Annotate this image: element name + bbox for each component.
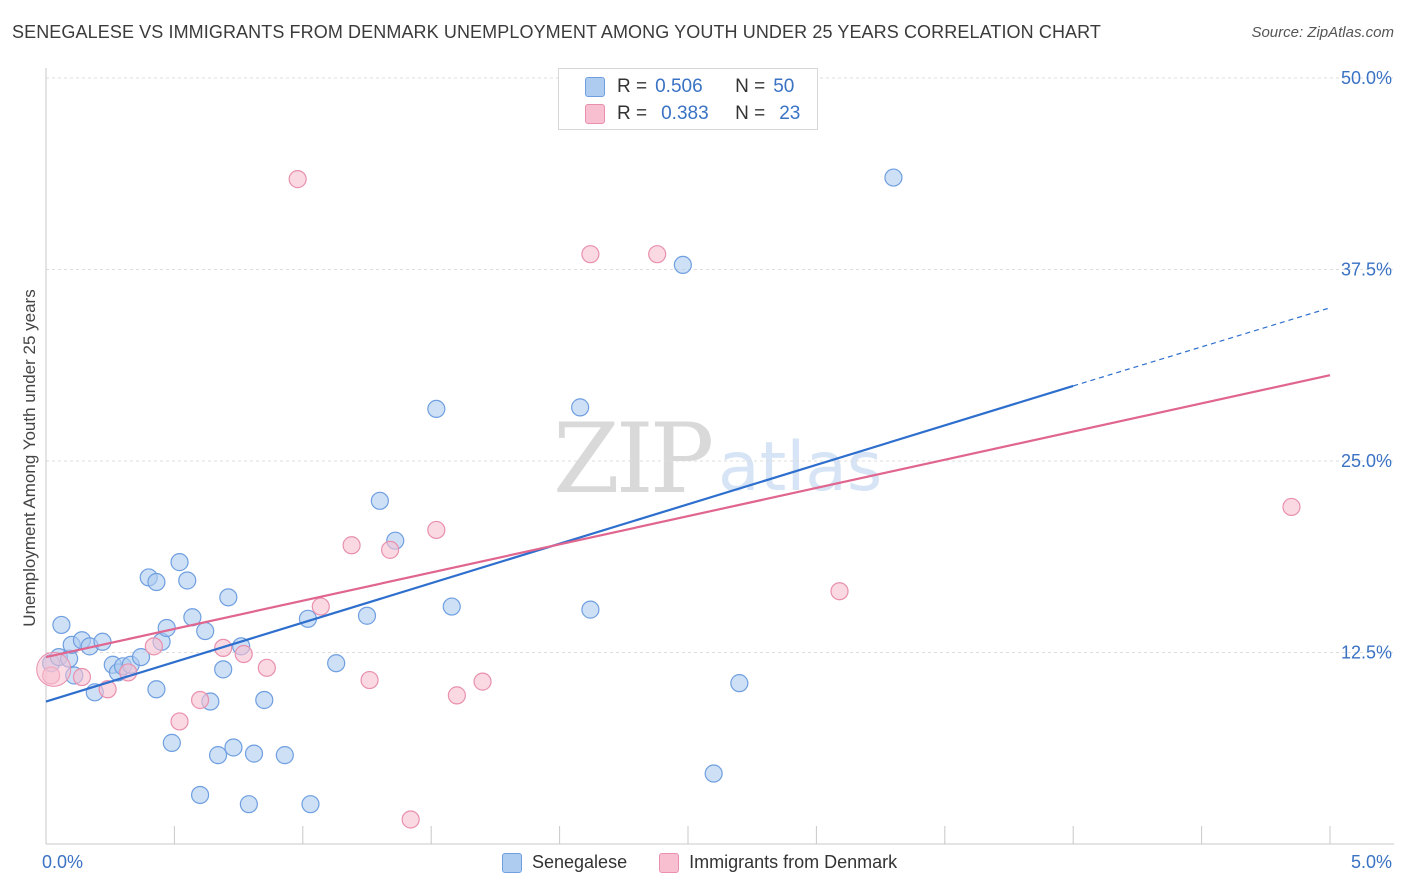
denmark-point <box>427 520 446 540</box>
senegalese-point <box>427 399 446 419</box>
y-tick-label: 12.5% <box>1341 643 1392 663</box>
series1-swatch <box>585 77 605 97</box>
legend-label-denmark: Immigrants from Denmark <box>689 852 898 872</box>
denmark-point <box>342 536 361 555</box>
legend-item-denmark: Immigrants from Denmark <box>659 852 897 873</box>
senegalese-point <box>157 618 176 638</box>
senegalese-point <box>131 647 151 667</box>
r-value: 0.383 <box>661 103 709 124</box>
legend-label-senegalese: Senegalese <box>532 852 628 872</box>
watermark-zip: ZIP <box>553 403 712 515</box>
series2-swatch <box>585 104 605 124</box>
denmark-point <box>360 670 379 690</box>
r-label: R = <box>617 76 648 97</box>
denmark-point <box>381 540 400 559</box>
legend-item-senegalese: Senegalese <box>502 852 627 873</box>
senegalese-point <box>208 746 228 765</box>
denmark-point <box>581 245 600 264</box>
senegalese-point <box>730 674 749 693</box>
senegalese-point <box>704 764 723 783</box>
correlation-legend: R = 0.506 N = 50 R = 0.383 N = 23 <box>558 68 818 130</box>
denmark-point <box>72 667 92 687</box>
senegalese-point <box>884 168 903 187</box>
denmark-point <box>648 245 667 264</box>
senegalese-point <box>442 597 461 616</box>
series2-swatch <box>659 852 680 873</box>
denmark-point <box>257 658 276 677</box>
senegalese-point <box>219 588 238 607</box>
y-tick-label: 25.0% <box>1341 451 1392 471</box>
denmark-point <box>144 637 163 656</box>
senegalese-point <box>196 621 215 641</box>
senegalese-point <box>190 785 210 805</box>
source-credit: Source: ZipAtlas.com <box>1251 24 1394 41</box>
senegalese-point <box>673 255 692 275</box>
denmark-point <box>311 597 330 616</box>
senegalese-point <box>52 615 71 635</box>
senegalese-trend-extension <box>1073 307 1331 387</box>
denmark-point <box>830 582 849 601</box>
series-legend: Senegalese Immigrants from Denmark <box>502 852 929 873</box>
senegalese-point <box>147 680 166 699</box>
denmark-point <box>170 712 189 731</box>
denmark-point <box>1282 497 1301 517</box>
senegalese-point <box>239 795 258 814</box>
chart-title: SENEGALESE VS IMMIGRANTS FROM DENMARK UN… <box>12 22 1102 42</box>
r-label: R = <box>617 103 648 124</box>
n-label: N = <box>735 103 766 124</box>
r-value: 0.506 <box>655 76 703 97</box>
n-label: N = <box>735 76 766 97</box>
denmark-point <box>401 810 420 829</box>
legend-row-denmark: R = 0.383 N = 23 <box>585 102 800 126</box>
denmark-point-large <box>36 651 72 687</box>
y-tick-label: 50.0% <box>1341 68 1392 88</box>
senegalese-point <box>327 654 346 673</box>
y-tick-label: 37.5% <box>1341 260 1392 280</box>
senegalese-point <box>224 738 243 757</box>
y-axis-label: Unemployment Among Youth under 25 years <box>20 289 39 627</box>
senegalese-point <box>244 744 264 763</box>
senegalese-point <box>301 795 320 814</box>
senegalese-point <box>370 491 389 510</box>
watermark-atlas: atlas <box>718 428 882 507</box>
n-value: 50 <box>773 76 795 97</box>
denmark-point <box>234 644 253 664</box>
senegalese-point <box>571 398 590 417</box>
denmark-point <box>288 170 307 189</box>
denmark-trend-line <box>45 374 1331 659</box>
senegalese-point <box>170 553 189 572</box>
senegalese-point <box>357 606 377 625</box>
senegalese-point <box>581 600 600 619</box>
senegalese-point <box>93 632 112 651</box>
denmark-point <box>447 686 466 705</box>
series1-swatch <box>502 852 522 873</box>
denmark-point <box>190 690 210 710</box>
legend-row-senegalese: R = 0.506 N = 50 <box>585 75 794 99</box>
senegalese-point <box>162 733 181 752</box>
x-tick-label-max: 5.0% <box>1350 852 1392 872</box>
senegalese-point <box>255 690 274 710</box>
senegalese-point <box>178 571 197 590</box>
denmark-point <box>473 672 492 691</box>
senegalese-point <box>275 746 294 765</box>
senegalese-point <box>147 572 166 592</box>
x-tick-label-min: 0.0% <box>42 852 84 872</box>
senegalese-point <box>214 660 233 679</box>
n-value: 23 <box>779 103 801 124</box>
